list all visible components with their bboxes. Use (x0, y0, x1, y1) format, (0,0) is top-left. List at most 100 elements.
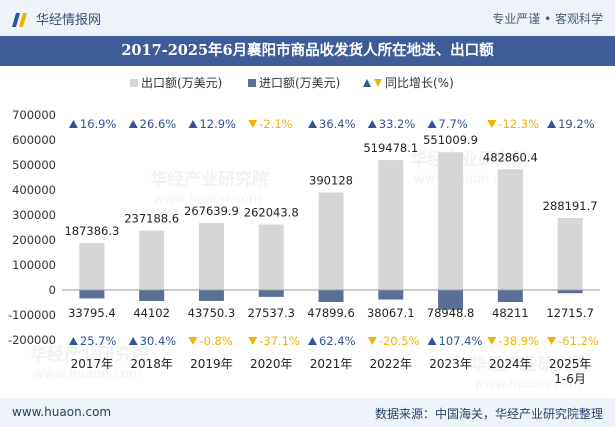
x-tick-label: 2020年 (250, 357, 293, 371)
export-growth-label: 19.2% (558, 117, 595, 131)
y-tick-label: -200000 (8, 333, 56, 347)
export-value-label: 237188.6 (124, 212, 179, 226)
up-triangle-icon (367, 120, 377, 128)
x-tick-label: 2021年 (310, 357, 353, 371)
export-growth-label: 7.7% (439, 117, 468, 131)
up-triangle-icon (308, 337, 317, 345)
export-growth-label: 16.9% (80, 117, 117, 131)
down-triangle-icon (188, 337, 198, 345)
export-bar (557, 217, 583, 290)
x-tick-label: 2025年 (549, 357, 592, 371)
legend-export-label: 出口额(万美元) (141, 76, 222, 90)
data-source: 数据来源：中国海关，华经产业研究院整理 (374, 407, 603, 421)
x-axis: 2017年 2018年 2019年 2020年 2021年 2022年 2023年 2024年… (71, 357, 592, 386)
export-bar (198, 223, 224, 290)
logo-icon (12, 12, 27, 27)
import-growth-label: 30.4% (140, 334, 177, 348)
export-value-label: 551009.9 (423, 133, 478, 147)
legend-import-swatch (248, 79, 256, 87)
brand-name: 华经情报网 (36, 13, 102, 28)
import-growth-label: -20.5% (379, 334, 420, 348)
export-value-label: 519478.1 (363, 141, 418, 155)
import-bar (318, 290, 344, 302)
export-bar (318, 192, 344, 290)
up-triangle-icon (128, 120, 138, 128)
import-bar (438, 290, 464, 310)
up-triangle-icon (68, 337, 78, 345)
import-bar (198, 290, 224, 301)
import-bar (79, 290, 105, 299)
import-value-label: 43750.3 (188, 306, 236, 320)
chart-legend: 出口额(万美元) 进口额(万美元) 同比增长(%) (130, 76, 454, 90)
export-value-label: 262043.8 (244, 205, 299, 219)
y-tick-label: 300000 (12, 208, 56, 222)
footer: www.huaon.com 数据来源：中国海关，华经产业研究院整理 (0, 398, 615, 427)
import-value-label: 38067.1 (367, 306, 415, 320)
import-growth-label: -0.8% (199, 334, 232, 348)
legend-export-swatch (130, 79, 138, 87)
y-tick-label: 0 (49, 283, 56, 297)
import-bar (378, 290, 404, 300)
import-bar (557, 290, 583, 294)
export-value-label: 288191.7 (543, 199, 598, 213)
chart-title: 2017-2025年6月襄阳市商品收发货人所在地进、出口额 (0, 36, 615, 66)
export-bar (497, 169, 523, 290)
top-bar: 华经情报网 专业严谨 • 客观科学 (0, 0, 615, 36)
up-triangle-icon (68, 120, 78, 128)
import-growth-label: -38.9% (498, 334, 539, 348)
y-axis: 700000 600000 500000 400000 300000 200000 1000… (8, 108, 56, 347)
import-growth-label: 25.7% (80, 334, 117, 348)
import-value-label: 12715.7 (546, 306, 594, 320)
down-triangle-icon (547, 337, 557, 345)
import-value-label: 27537.3 (247, 306, 295, 320)
legend-up-triangle-icon (363, 79, 371, 87)
export-bar (378, 160, 404, 290)
import-growth-label: 62.4% (319, 334, 356, 348)
import-bar (497, 290, 523, 303)
legend-growth-label: 同比增长(%) (385, 76, 454, 90)
x-tick-label: 2019年 (190, 357, 233, 371)
export-value-label: 390128 (309, 173, 353, 187)
export-bar (438, 152, 464, 290)
export-growth-label: 36.4% (319, 117, 356, 131)
watermark-url: www.huaon.com (154, 192, 261, 207)
y-tick-label: 700000 (12, 108, 56, 122)
y-tick-label: 100000 (12, 258, 56, 272)
down-triangle-icon (367, 337, 377, 345)
import-value-label: 33795.4 (68, 306, 116, 320)
up-triangle-icon (128, 337, 138, 345)
import-growth-label: -37.1% (259, 334, 300, 348)
import-value-label: 44102 (133, 306, 170, 320)
up-triangle-icon (308, 120, 317, 128)
up-triangle-icon (547, 120, 557, 128)
export-growth-label: 26.6% (140, 117, 177, 131)
import-bar (139, 290, 165, 302)
y-tick-label: 200000 (12, 233, 56, 247)
import-value-label: 48211 (492, 306, 529, 320)
x-tick-label: 2022年 (370, 357, 413, 371)
export-value-label: 187386.3 (64, 224, 119, 238)
x-tick-label: 2023年 (429, 357, 472, 371)
watermark-text: 华经产业研究院 (470, 354, 589, 375)
import-value-label: 47899.6 (307, 306, 355, 320)
export-growth-label: -2.1% (259, 117, 292, 131)
growth-labels: 16.9% 26.6% 12.9% -2.1% 36.4% 33.2% 7.7% -12.3%… (68, 117, 599, 348)
up-triangle-icon (427, 337, 437, 345)
y-tick-label: 600000 (12, 133, 56, 147)
y-tick-label: 400000 (12, 183, 56, 197)
import-bar (258, 290, 284, 297)
down-triangle-icon (487, 120, 497, 128)
export-bar (139, 230, 165, 290)
up-triangle-icon (188, 120, 198, 128)
watermark-url: www.huaon.com (34, 367, 141, 382)
watermark-url: www.huaon.com (474, 377, 581, 392)
y-tick-label: -100000 (8, 308, 56, 322)
export-growth-label: 12.9% (199, 117, 236, 131)
brand-logo: 华经情报网 (10, 9, 101, 28)
down-triangle-icon (248, 120, 258, 128)
x-tick-label: 2018年 (130, 357, 173, 371)
import-growth-label: -61.2% (558, 334, 599, 348)
x-tick-label: 2024年 (489, 357, 532, 371)
y-tick-label: 500000 (12, 158, 56, 172)
footer-url: www.huaon.com (12, 405, 112, 419)
